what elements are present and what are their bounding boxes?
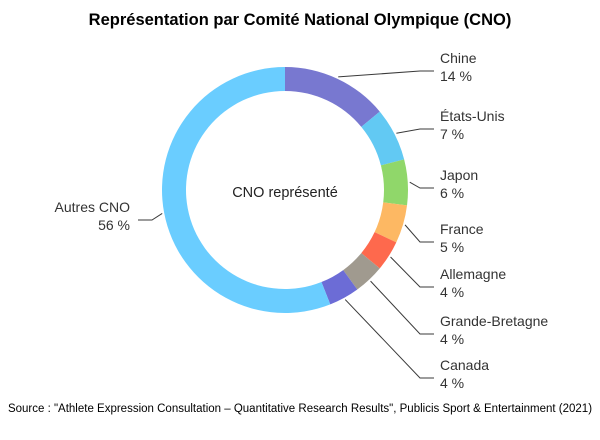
category-label-france: France [440, 221, 484, 237]
slice-canada [321, 270, 358, 305]
value-label-canada: 4 % [440, 375, 464, 391]
slice-labels-group: Chine 14 % États-Unis 7 % Japon 6 % France 5 % A… [55, 50, 549, 391]
slice-chine [285, 67, 380, 127]
category-label-chine: Chine [440, 50, 477, 66]
category-label-etats-unis: États-Unis [440, 108, 505, 124]
slice-france [374, 202, 408, 243]
leader-lines-group [138, 70, 434, 379]
value-label-japon: 6 % [440, 185, 464, 201]
category-label-allemagne: Allemagne [440, 266, 506, 282]
slice-grande-bretagne [343, 253, 380, 290]
center-label: CNO représenté [232, 185, 338, 201]
value-label-grande-bretagne: 4 % [440, 331, 464, 347]
value-label-autres-cno: 56 % [98, 217, 130, 233]
slices-group [162, 66, 408, 313]
leader-line-etats-unis [396, 128, 434, 134]
slice-etats-unis [361, 111, 405, 166]
leader-line-grande-bretagne [370, 280, 434, 335]
category-label-autres-cno: Autres CNO [55, 199, 131, 215]
value-label-etats-unis: 7 % [440, 126, 464, 142]
category-label-japon: Japon [440, 167, 478, 183]
slice-autres-cno [162, 66, 331, 313]
chart-title: Représentation par Comité National Olymp… [88, 11, 512, 29]
category-label-grande-bretagne: Grande-Bretagne [440, 313, 548, 329]
value-label-france: 5 % [440, 239, 464, 255]
leader-line-france [404, 224, 434, 243]
leader-line-chine [338, 70, 434, 78]
value-label-chine: 14 % [440, 68, 472, 84]
leader-line-canada [344, 299, 434, 379]
leader-line-japon [409, 181, 434, 189]
category-label-canada: Canada [440, 357, 489, 373]
slice-allemagne [361, 232, 397, 269]
source-note: Source : "Athlete Expression Consultatio… [7, 403, 593, 415]
leader-line-autres-cno [138, 213, 163, 221]
leader-line-allemagne [390, 256, 434, 288]
slice-japon [380, 159, 408, 206]
value-label-allemagne: 4 % [440, 284, 464, 300]
